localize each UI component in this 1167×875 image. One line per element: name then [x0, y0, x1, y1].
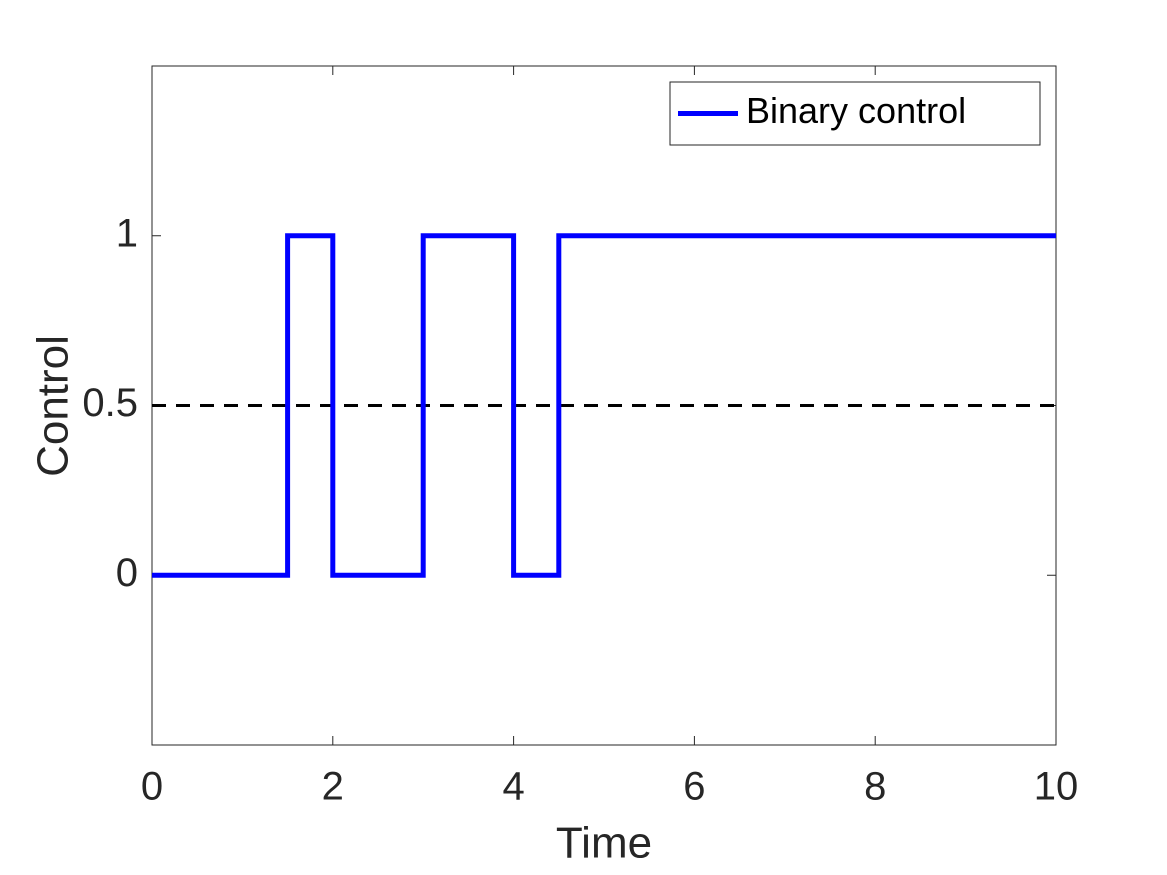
y-tick-label: 0.5 [82, 381, 138, 425]
x-tick-label: 10 [1034, 765, 1079, 809]
legend-label: Binary control [746, 90, 966, 131]
x-axis-label: Time [556, 819, 652, 868]
y-tick-label: 1 [116, 211, 138, 255]
x-tick-label: 4 [502, 765, 524, 809]
y-tick-label: 0 [116, 551, 138, 595]
x-tick-label: 6 [683, 765, 705, 809]
x-tick-label: 2 [322, 765, 344, 809]
y-axis-label: Control [29, 335, 78, 477]
data-line [152, 233, 1056, 578]
x-tick-label: 8 [864, 765, 886, 809]
x-tick-label: 0 [141, 765, 163, 809]
